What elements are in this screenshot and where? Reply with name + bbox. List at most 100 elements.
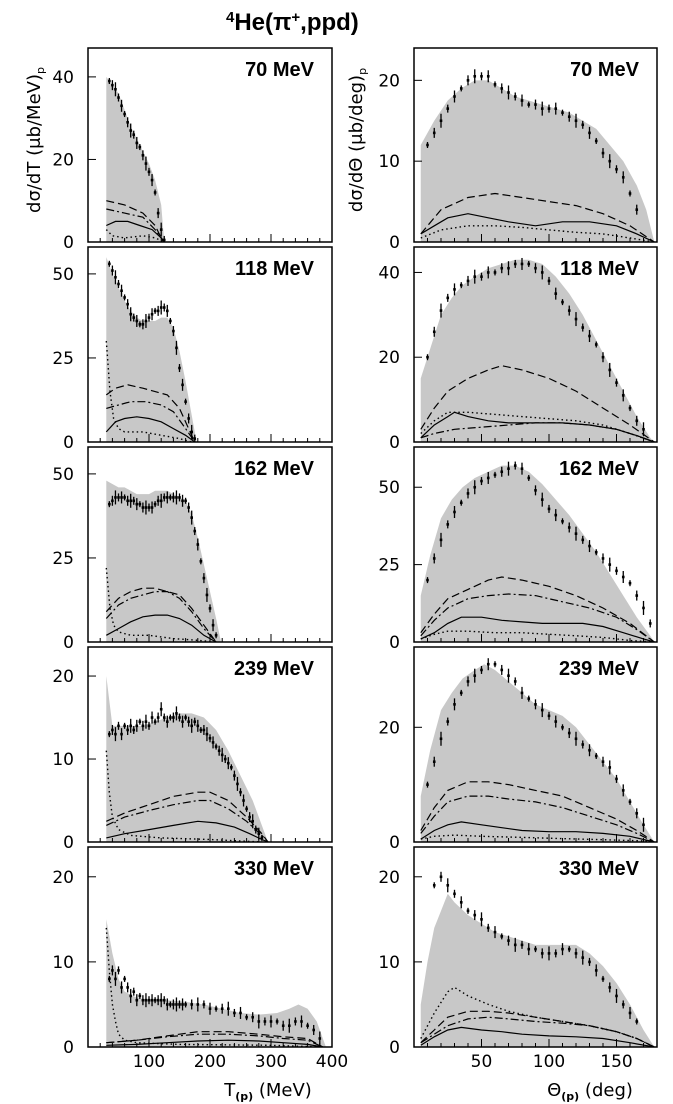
y-tick-label: 20: [52, 150, 74, 170]
figure-title-sup2: +: [291, 9, 300, 26]
curve-solid: [106, 614, 217, 642]
figure-title-rest: ,ppd): [300, 9, 359, 36]
data-point: [466, 909, 470, 913]
data-point: [178, 366, 181, 370]
data-point: [132, 728, 136, 732]
data-point: [608, 159, 612, 163]
data-point: [132, 990, 136, 993]
data-point: [520, 262, 524, 266]
data-point: [628, 1011, 632, 1015]
energy-label: 70 MeV: [245, 59, 315, 81]
panel-left-239: 0 10 20 239 MeV: [52, 646, 333, 853]
y-tick-label: 0: [389, 633, 400, 653]
shaded-area: [420, 465, 655, 642]
data-point: [300, 1020, 303, 1023]
data-point: [432, 883, 436, 887]
data-point: [547, 714, 551, 718]
data-point: [111, 969, 114, 972]
data-point: [123, 724, 126, 728]
data-point: [108, 262, 111, 266]
curve-dashed: [420, 576, 655, 642]
data-point: [184, 499, 187, 503]
data-point: [178, 496, 181, 499]
data-point: [153, 502, 157, 506]
data-point: [123, 112, 126, 116]
data-point: [108, 977, 111, 981]
data-point: [581, 123, 585, 127]
data-point: [150, 312, 154, 316]
curve-dashdot: [106, 401, 196, 442]
data-point: [500, 935, 504, 938]
y-tick-label: 0: [63, 233, 74, 253]
data-point: [178, 1003, 181, 1006]
curve-dashdot: [106, 208, 165, 242]
data-point: [156, 309, 160, 313]
data-point: [615, 167, 618, 171]
data-point: [166, 720, 169, 723]
data-point: [187, 506, 190, 509]
data-point: [135, 724, 139, 728]
x-tick-label: 100: [133, 1052, 165, 1072]
right-xlabel-unit: (deg): [579, 1080, 633, 1101]
data-point: [601, 557, 605, 560]
data-point: [507, 674, 510, 677]
data-point: [554, 292, 558, 295]
data-point: [117, 496, 120, 499]
curve-dotted: [105, 341, 192, 442]
data-point: [547, 952, 551, 955]
data-point: [190, 1003, 193, 1006]
data-point: [473, 74, 477, 78]
data-point: [534, 103, 537, 106]
data-point: [135, 502, 139, 506]
data-point: [581, 956, 585, 959]
data-point: [486, 662, 490, 666]
data-point: [635, 594, 639, 597]
curve-solid: [420, 821, 655, 842]
svg-text:dσ/dT (μb/MeV)p: dσ/dT (μb/MeV)p: [24, 67, 47, 213]
panel-plot-area: [420, 69, 655, 242]
data-point: [190, 430, 193, 434]
y-tick-label: 20: [52, 868, 74, 888]
data-point: [527, 103, 531, 106]
panel-left-162: 0 25 50 162 MeV: [52, 446, 333, 653]
curve-solid: [420, 411, 655, 442]
data-point: [159, 998, 163, 1002]
data-point: [199, 560, 203, 563]
data-point: [126, 302, 129, 306]
data-point: [123, 977, 126, 981]
data-point: [117, 969, 120, 972]
data-point: [561, 300, 564, 304]
left-x-axis-title: T(p) (MeV): [223, 1080, 312, 1103]
data-point: [473, 275, 477, 278]
data-point: [628, 800, 632, 804]
data-point: [507, 467, 510, 470]
data-point: [628, 192, 632, 195]
data-point: [608, 986, 612, 989]
data-point: [453, 95, 456, 98]
data-point: [230, 766, 233, 769]
data-point: [129, 312, 132, 316]
y-tick-label: 10: [52, 953, 74, 973]
data-point: [459, 691, 463, 695]
data-point: [574, 119, 578, 123]
y-tick-label: 50: [52, 265, 74, 285]
data-point: [493, 930, 497, 934]
panel-plot-area: [420, 257, 655, 442]
data-point: [459, 501, 463, 505]
data-point: [257, 1020, 261, 1023]
data-point: [205, 593, 209, 597]
data-point: [446, 883, 450, 887]
data-point: [220, 1007, 224, 1011]
data-point: [635, 419, 639, 423]
left-ylabel-sub: p: [34, 67, 47, 74]
left-y-axis-title: dσ/dT (μb/MeV)p: [24, 67, 47, 213]
data-point: [527, 262, 531, 266]
panel-right-70: 0 10 20 70 MeV: [378, 47, 658, 253]
data-point: [239, 790, 242, 794]
data-point: [138, 145, 142, 149]
data-point: [486, 74, 490, 78]
data-point: [493, 271, 497, 274]
data-point: [126, 499, 129, 503]
data-point: [147, 170, 151, 174]
data-point: [114, 87, 117, 91]
